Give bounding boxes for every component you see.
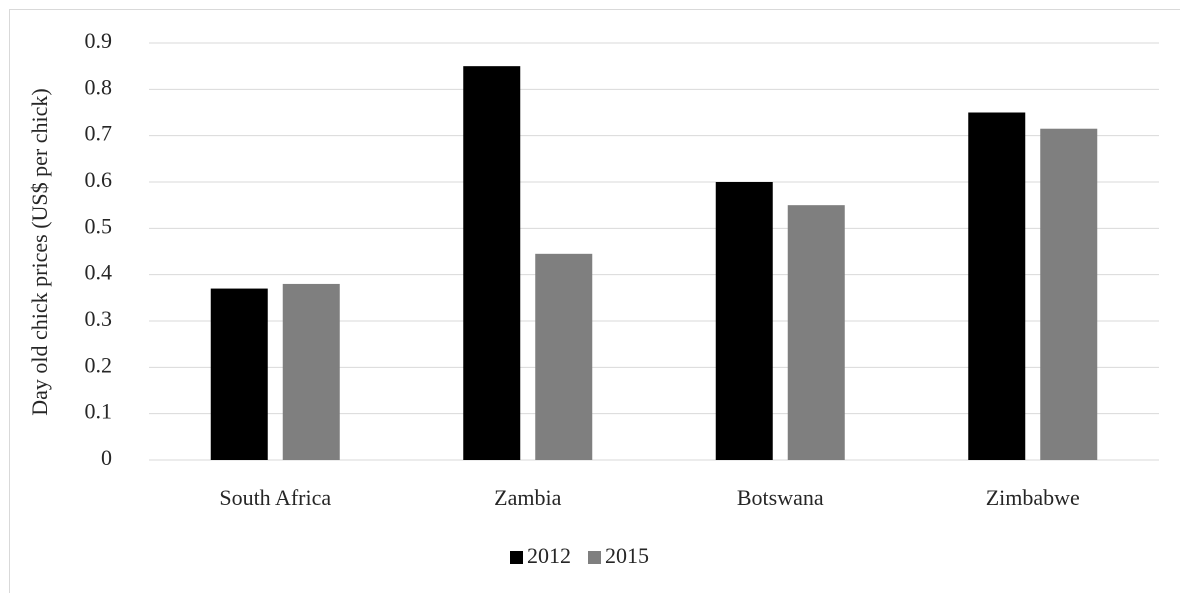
y-axis-label: Day old chick prices (US$ per chick): [27, 88, 52, 415]
bar: [968, 112, 1026, 460]
x-tick-label: Zimbabwe: [986, 485, 1080, 510]
y-tick-label: 0.5: [85, 213, 113, 238]
bar: [787, 205, 845, 460]
legend-label: 2015: [605, 543, 649, 568]
legend-swatch: [588, 551, 601, 564]
bar: [210, 288, 268, 460]
bar: [1040, 128, 1098, 460]
x-tick-label: Zambia: [494, 485, 561, 510]
x-tick-label: Botswana: [737, 485, 824, 510]
x-tick-label: South Africa: [219, 485, 331, 510]
legend-swatch: [510, 551, 523, 564]
y-tick-label: 0.4: [85, 260, 113, 285]
bar: [535, 253, 593, 460]
y-tick-label: 0: [101, 445, 112, 470]
y-tick-label: 0.8: [85, 74, 113, 99]
y-tick-label: 0.9: [85, 28, 113, 53]
chart-border: [9, 9, 1180, 593]
y-tick-label: 0.2: [85, 352, 113, 377]
y-tick-label: 0.7: [85, 121, 113, 146]
bar: [715, 182, 773, 460]
y-tick-label: 0.6: [85, 167, 113, 192]
y-tick-label: 0.3: [85, 306, 113, 331]
bar: [282, 283, 340, 460]
bar: [463, 66, 521, 461]
legend-label: 2012: [527, 543, 571, 568]
y-tick-label: 0.1: [85, 399, 113, 424]
